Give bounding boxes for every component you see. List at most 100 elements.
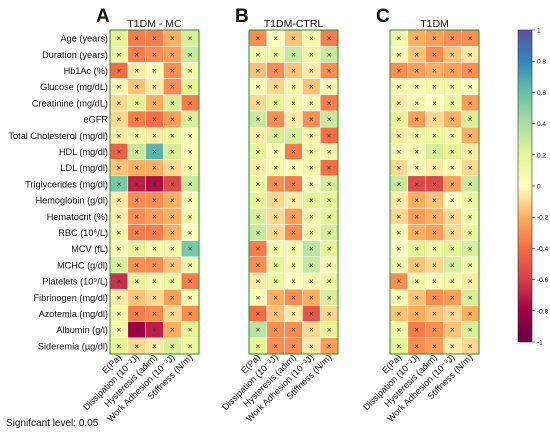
significance-marker: × — [414, 229, 419, 238]
colorbar-tick-label: 0 — [537, 184, 541, 191]
significance-marker: × — [188, 261, 193, 270]
significance-marker: × — [327, 83, 332, 92]
significance-marker: × — [432, 99, 437, 108]
significance-marker: × — [152, 99, 157, 108]
significance-marker: × — [291, 196, 296, 205]
significance-marker: × — [188, 50, 193, 59]
significance-marker: × — [327, 212, 332, 221]
colorbar-tick-label: -0.6 — [537, 277, 549, 284]
significance-marker: × — [450, 180, 455, 189]
significance-marker: × — [327, 99, 332, 108]
row-label: Age (years) — [61, 34, 109, 44]
significance-marker: × — [170, 83, 175, 92]
significance-marker: × — [309, 310, 314, 319]
significance-marker: × — [414, 115, 419, 124]
colorbar: -1 -0.8 -0.6 -0.4 -0.2 0 0.2 0.4 0.6 0.8 1 — [517, 28, 549, 347]
significance-marker: × — [468, 229, 473, 238]
significance-marker: × — [273, 148, 278, 157]
significance-marker: × — [256, 310, 261, 319]
significance-marker: × — [432, 212, 437, 221]
significance-marker: × — [468, 83, 473, 92]
significance-marker: × — [432, 180, 437, 189]
significance-marker: × — [432, 83, 437, 92]
colorbar-tick-label: -0.2 — [537, 215, 549, 222]
panel-a: A T1DM - MC × × × × × × × × × × × × × × × × × × × × × × × × × × × × × ×… — [81, 6, 200, 424]
significance-marker: × — [273, 131, 278, 140]
significance-marker: × — [117, 326, 122, 335]
significance-marker: × — [432, 326, 437, 335]
significance-marker: × — [152, 115, 157, 124]
significance-marker: × — [117, 50, 122, 59]
significance-marker: × — [273, 180, 278, 189]
significance-marker: × — [327, 131, 332, 140]
significance-marker: × — [256, 229, 261, 238]
significance-marker: × — [397, 342, 402, 351]
significance-marker: × — [273, 342, 278, 351]
panel-title: T1DM — [420, 18, 449, 30]
significance-marker: × — [188, 293, 193, 302]
significance-marker: × — [309, 180, 314, 189]
significance-marker: × — [291, 148, 296, 157]
significance-marker: × — [170, 148, 175, 157]
significance-marker: × — [152, 212, 157, 221]
significance-marker: × — [414, 310, 419, 319]
significance-footnote: Signifcant level: 0.05 — [6, 418, 99, 429]
significance-marker: × — [414, 212, 419, 221]
significance-marker: × — [468, 342, 473, 351]
significance-marker: × — [397, 310, 402, 319]
significance-marker: × — [170, 310, 175, 319]
significance-marker: × — [170, 196, 175, 205]
significance-marker: × — [188, 131, 193, 140]
significance-marker: × — [468, 293, 473, 302]
significance-marker: × — [450, 293, 455, 302]
significance-marker: × — [468, 34, 473, 43]
significance-marker: × — [309, 164, 314, 173]
significance-marker: × — [256, 67, 261, 76]
significance-marker: × — [432, 196, 437, 205]
significance-marker: × — [152, 326, 157, 335]
panel-b: B T1DM-CTRL × × × × × × × × × × × × × × × × × × × × × × × × × × × × × ×… — [220, 6, 339, 424]
significance-marker: × — [170, 131, 175, 140]
significance-marker: × — [309, 99, 314, 108]
significance-marker: × — [468, 131, 473, 140]
significance-marker: × — [397, 148, 402, 157]
significance-marker: × — [117, 342, 122, 351]
significance-marker: × — [188, 229, 193, 238]
significance-marker: × — [450, 115, 455, 124]
significance-marker: × — [414, 50, 419, 59]
significance-marker: × — [256, 131, 261, 140]
significance-marker: × — [117, 164, 122, 173]
significance-marker: × — [414, 131, 419, 140]
significance-marker: × — [117, 34, 122, 43]
significance-marker: × — [450, 229, 455, 238]
significance-marker: × — [291, 99, 296, 108]
significance-marker: × — [170, 212, 175, 221]
significance-marker: × — [432, 164, 437, 173]
significance-marker: × — [273, 34, 278, 43]
colorbar-tick-label: 1 — [537, 28, 541, 35]
significance-marker: × — [397, 115, 402, 124]
significance-marker: × — [273, 310, 278, 319]
significance-marker: × — [256, 245, 261, 254]
significance-marker: × — [468, 99, 473, 108]
row-label: Triglycerides (mg/dl) — [25, 179, 108, 189]
significance-marker: × — [291, 277, 296, 286]
colorbar-gradient — [517, 29, 533, 343]
significance-marker: × — [450, 67, 455, 76]
significance-marker: × — [291, 310, 296, 319]
significance-marker: × — [170, 50, 175, 59]
significance-marker: × — [188, 310, 193, 319]
significance-marker: × — [450, 99, 455, 108]
significance-marker: × — [273, 83, 278, 92]
significance-marker: × — [273, 99, 278, 108]
significance-marker: × — [327, 164, 332, 173]
significance-marker: × — [188, 277, 193, 286]
significance-marker: × — [291, 164, 296, 173]
significance-marker: × — [468, 310, 473, 319]
significance-marker: × — [134, 196, 139, 205]
colorbar-tick-label: -0.4 — [537, 246, 549, 253]
significance-marker: × — [468, 196, 473, 205]
significance-marker: × — [117, 67, 122, 76]
significance-marker: × — [309, 261, 314, 270]
significance-marker: × — [152, 67, 157, 76]
